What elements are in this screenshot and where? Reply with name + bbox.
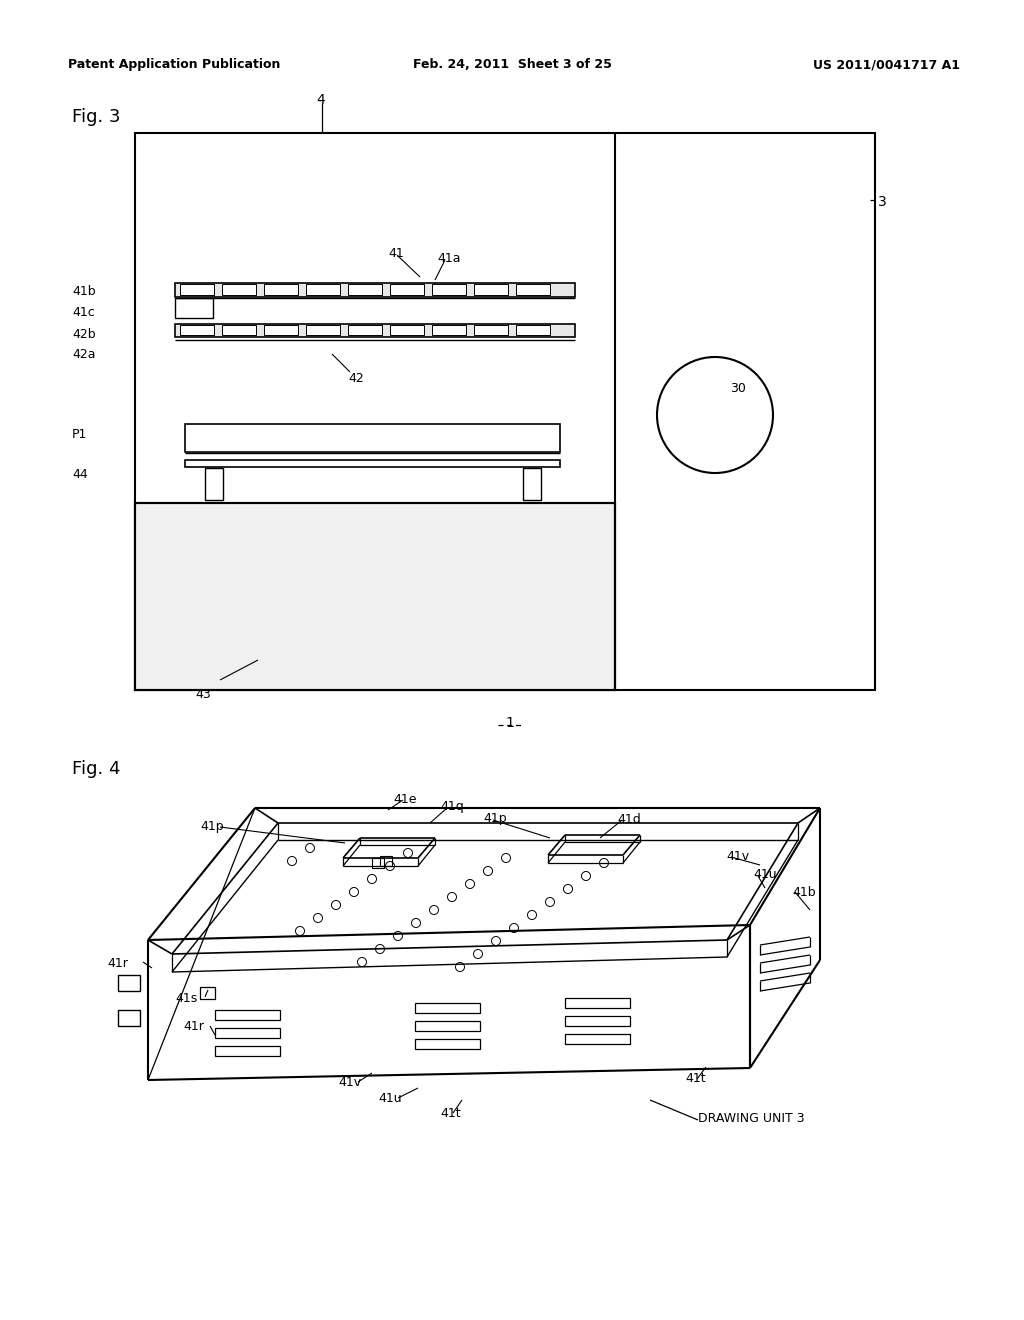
Text: DRAWING UNIT 3: DRAWING UNIT 3 bbox=[698, 1111, 805, 1125]
Bar bbox=[306, 325, 340, 335]
Text: 1: 1 bbox=[506, 715, 514, 730]
Bar bbox=[565, 998, 630, 1008]
Bar bbox=[200, 987, 215, 999]
Text: P1: P1 bbox=[72, 428, 87, 441]
Bar bbox=[415, 1039, 480, 1049]
Bar bbox=[135, 133, 874, 690]
Bar bbox=[185, 424, 560, 451]
Text: 41c: 41c bbox=[72, 306, 95, 319]
Text: 30: 30 bbox=[730, 381, 745, 395]
Bar bbox=[118, 1010, 140, 1026]
Bar bbox=[348, 284, 382, 294]
Text: 41r: 41r bbox=[183, 1020, 204, 1034]
Text: 4: 4 bbox=[316, 92, 325, 107]
Text: 41t: 41t bbox=[685, 1072, 706, 1085]
Text: 42a: 42a bbox=[72, 348, 95, 360]
Bar bbox=[565, 1016, 630, 1026]
Bar bbox=[415, 1020, 480, 1031]
Text: 41t: 41t bbox=[440, 1107, 461, 1119]
Bar bbox=[390, 284, 424, 294]
Bar bbox=[372, 858, 384, 869]
Bar bbox=[222, 325, 256, 335]
Text: 43: 43 bbox=[195, 688, 211, 701]
Text: 41u: 41u bbox=[378, 1092, 401, 1105]
Text: Fig. 4: Fig. 4 bbox=[72, 760, 121, 777]
Text: 41a: 41a bbox=[437, 252, 461, 265]
Bar bbox=[215, 1028, 280, 1038]
Text: 41r: 41r bbox=[106, 957, 128, 970]
Bar bbox=[474, 284, 508, 294]
Bar bbox=[180, 325, 214, 335]
Text: Patent Application Publication: Patent Application Publication bbox=[68, 58, 281, 71]
Text: 44: 44 bbox=[72, 469, 88, 480]
Bar bbox=[215, 1045, 280, 1056]
Bar bbox=[185, 459, 560, 467]
Text: 41d: 41d bbox=[617, 813, 641, 826]
Bar bbox=[348, 325, 382, 335]
Bar bbox=[222, 284, 256, 294]
Bar bbox=[523, 469, 541, 500]
Text: US 2011/0041717 A1: US 2011/0041717 A1 bbox=[813, 58, 961, 71]
Bar bbox=[432, 325, 466, 335]
Text: 41p: 41p bbox=[483, 812, 507, 825]
Text: 41v: 41v bbox=[726, 850, 750, 863]
Text: 41p: 41p bbox=[200, 820, 223, 833]
Bar bbox=[118, 975, 140, 991]
Bar bbox=[135, 503, 615, 690]
Text: 3: 3 bbox=[878, 195, 887, 209]
Bar bbox=[516, 284, 550, 294]
Bar bbox=[380, 855, 392, 866]
Bar bbox=[135, 503, 615, 690]
Text: Fig. 3: Fig. 3 bbox=[72, 108, 121, 125]
Bar bbox=[565, 1034, 630, 1044]
Bar bbox=[175, 323, 575, 337]
Text: 42b: 42b bbox=[72, 327, 95, 341]
Text: 41v: 41v bbox=[338, 1076, 361, 1089]
Bar bbox=[264, 284, 298, 294]
Text: 42: 42 bbox=[348, 372, 364, 385]
Bar bbox=[264, 325, 298, 335]
Text: 41s: 41s bbox=[175, 993, 198, 1005]
Bar bbox=[215, 1010, 280, 1020]
Bar bbox=[205, 469, 223, 500]
Bar bbox=[175, 282, 575, 297]
Text: 41b: 41b bbox=[72, 285, 95, 298]
Bar bbox=[474, 325, 508, 335]
Bar bbox=[516, 325, 550, 335]
Text: Feb. 24, 2011  Sheet 3 of 25: Feb. 24, 2011 Sheet 3 of 25 bbox=[413, 58, 611, 71]
Text: 41b: 41b bbox=[792, 886, 816, 899]
Bar bbox=[432, 284, 466, 294]
Text: 41q: 41q bbox=[440, 800, 464, 813]
Text: 41e: 41e bbox=[393, 793, 417, 807]
Bar bbox=[390, 325, 424, 335]
Text: 41: 41 bbox=[388, 247, 403, 260]
Text: 41u: 41u bbox=[753, 869, 776, 880]
Bar bbox=[306, 284, 340, 294]
Bar bbox=[415, 1003, 480, 1012]
Bar bbox=[175, 298, 213, 318]
Bar bbox=[180, 284, 214, 294]
